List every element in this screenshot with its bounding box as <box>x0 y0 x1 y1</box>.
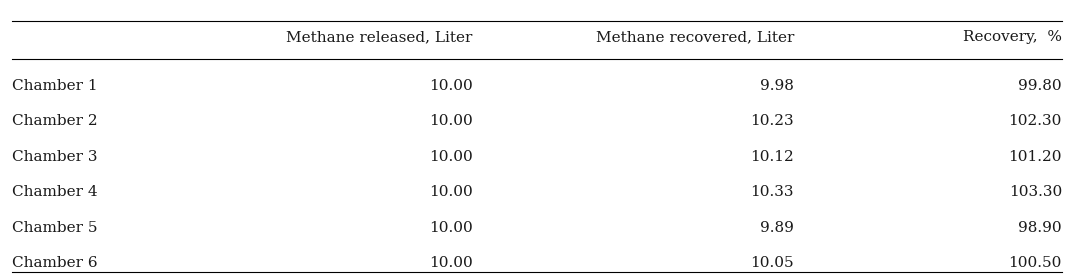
Text: 10.00: 10.00 <box>429 150 473 164</box>
Text: Methane released, Liter: Methane released, Liter <box>287 30 473 44</box>
Text: 100.50: 100.50 <box>1008 256 1062 270</box>
Text: 10.00: 10.00 <box>429 221 473 235</box>
Text: Methane recovered, Liter: Methane recovered, Liter <box>596 30 794 44</box>
Text: 10.00: 10.00 <box>429 114 473 128</box>
Text: 9.98: 9.98 <box>760 79 794 93</box>
Text: 101.20: 101.20 <box>1008 150 1062 164</box>
Text: 98.90: 98.90 <box>1018 221 1062 235</box>
Text: Recovery,  %: Recovery, % <box>963 30 1062 44</box>
Text: 10.00: 10.00 <box>429 79 473 93</box>
Text: 9.89: 9.89 <box>760 221 794 235</box>
Text: 99.80: 99.80 <box>1018 79 1062 93</box>
Text: 10.00: 10.00 <box>429 185 473 199</box>
Text: Chamber 6: Chamber 6 <box>12 256 98 270</box>
Text: 103.30: 103.30 <box>1008 185 1062 199</box>
Text: 10.23: 10.23 <box>751 114 794 128</box>
Text: Chamber 4: Chamber 4 <box>12 185 98 199</box>
Text: 10.33: 10.33 <box>751 185 794 199</box>
Text: 102.30: 102.30 <box>1008 114 1062 128</box>
Text: Chamber 2: Chamber 2 <box>12 114 98 128</box>
Text: Chamber 1: Chamber 1 <box>12 79 98 93</box>
Text: 10.12: 10.12 <box>751 150 794 164</box>
Text: 10.05: 10.05 <box>751 256 794 270</box>
Text: Chamber 3: Chamber 3 <box>12 150 98 164</box>
Text: 10.00: 10.00 <box>429 256 473 270</box>
Text: Chamber 5: Chamber 5 <box>12 221 98 235</box>
